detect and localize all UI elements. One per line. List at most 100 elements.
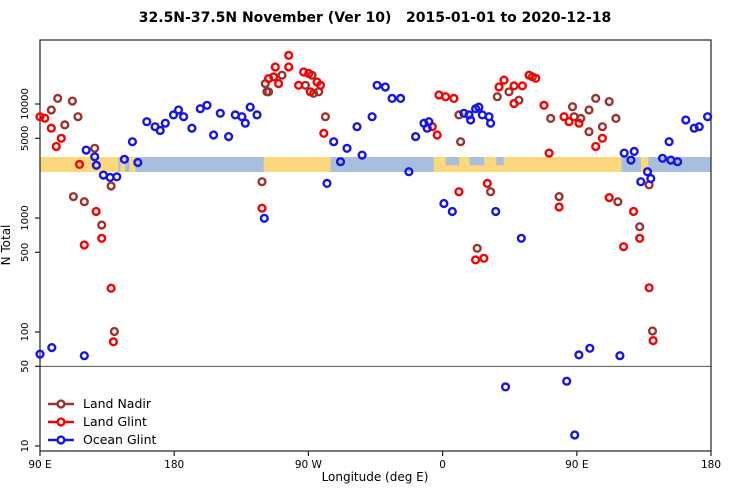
data-point-ocean-glint [619,148,629,158]
data-point-land-glint [618,242,629,252]
data-point-land-glint [40,113,50,123]
data-point-ocean-glint [237,112,247,122]
map-strip-land [120,157,125,172]
data-point-land-glint [635,233,645,243]
data-point-land-glint [74,159,85,170]
legend-item-land-glint: Land Glint [47,414,156,429]
legend-marker-icon [48,398,74,409]
data-point-land-glint [648,336,658,346]
data-point-land-glint [432,130,442,140]
data-point-land-glint [91,206,101,217]
data-point-ocean-glint [702,112,713,122]
data-point-land-nadir [106,181,116,191]
data-point-land-nadir [60,120,70,130]
data-point-land-glint [274,78,284,89]
data-point-land-glint [509,81,519,91]
data-point-land-glint [564,117,574,127]
data-point-land-glint [284,50,294,61]
data-point-ocean-glint [245,102,255,112]
legend-label: Land Glint [83,414,147,429]
data-point-land-nadir [79,197,89,207]
data-point-land-glint [79,240,89,250]
data-point-land-nadir [73,112,83,122]
data-point-land-glint [574,118,584,128]
data-point-land-glint [531,73,541,83]
chart-title: 32.5N-37.5N November (Ver 10) 2015-01-01… [138,10,612,26]
data-point-ocean-glint [357,150,367,160]
data-point-land-glint [449,93,459,104]
data-point-ocean-glint [466,115,476,125]
legend-item-ocean-glint: Ocean Glint [47,432,156,447]
map-strip-land [433,157,622,172]
data-point-ocean-glint [500,382,511,392]
data-point-ocean-glint [672,157,683,167]
data-point-land-glint [319,128,329,138]
data-point-land-nadir [68,192,79,202]
data-point-land-glint [106,283,116,293]
data-point-ocean-glint [626,155,636,165]
data-point-land-glint [544,148,554,158]
data-point-land-glint [517,81,528,91]
data-point-land-glint [559,112,569,122]
data-point-ocean-glint [422,123,432,133]
data-point-ocean-glint [367,112,377,122]
data-point-ocean-glint [81,145,91,155]
data-point-land-nadir [546,113,556,124]
data-point-ocean-glint [173,105,184,115]
legend-marker-icon [48,434,74,445]
data-point-land-nadir [613,197,623,207]
data-point-land-glint [108,337,119,347]
data-point-ocean-glint [168,110,179,120]
data-point-land-nadir [604,96,614,107]
data-point-land-nadir [109,326,120,337]
data-point-land-nadir [90,143,100,153]
data-point-land-nadir [97,220,107,230]
data-point-ocean-glint [486,118,496,128]
data-point-ocean-glint [329,137,339,147]
data-point-land-glint [304,68,314,79]
data-point-ocean-glint [259,213,269,223]
legend-item-land-nadir: Land Nadir [47,396,156,411]
data-point-land-glint [628,206,639,217]
map-strip-ocean-patch [445,157,460,166]
y-tick-label: 10 [20,440,31,453]
data-point-land-glint [471,255,481,265]
data-point-ocean-glint [127,137,138,147]
data-point-land-nadir [567,102,578,112]
legend: Land Nadir Land Glint Ocean Glint [47,396,156,447]
data-point-land-glint [257,203,267,213]
legend-marker-icon [48,416,74,427]
data-point-land-glint [97,233,107,243]
data-point-ocean-glint [224,132,234,142]
data-point-land-glint [591,141,601,152]
plot-border [39,39,712,452]
x-tick-label: 0 [439,459,446,471]
data-point-land-glint [554,202,564,212]
data-point-ocean-glint [187,123,197,133]
data-point-land-nadir [591,93,601,104]
map-strip-ocean-patch [496,157,504,166]
data-point-land-nadir [647,326,658,336]
data-point-land-glint [604,193,614,203]
data-point-ocean-glint [664,137,674,147]
data-point-land-nadir [456,137,466,147]
data-point-land-glint [509,98,519,109]
x-tick-label: 90 W [295,459,323,471]
data-point-land-glint [264,73,274,84]
data-point-land-glint [539,100,549,110]
data-point-ocean-glint [439,198,449,209]
data-point-land-nadir [472,243,482,253]
data-point-ocean-glint [372,80,382,90]
data-point-land-nadir [611,113,621,124]
data-point-ocean-glint [202,100,212,110]
data-point-ocean-glint [681,115,691,125]
data-point-land-nadir [504,87,514,97]
data-point-land-glint [499,75,509,85]
data-point-ocean-glint [352,122,362,132]
data-point-ocean-glint [636,177,646,187]
legend-label: Ocean Glint [83,432,157,447]
data-point-land-glint [270,62,280,72]
data-point-ocean-glint [90,152,100,162]
data-point-land-nadir [46,105,56,115]
